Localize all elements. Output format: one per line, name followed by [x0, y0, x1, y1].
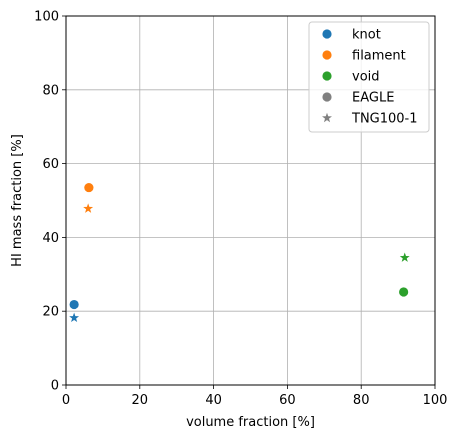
y-tick-label: 20 [42, 305, 59, 320]
legend-marker-void [322, 71, 332, 81]
data-point-knot-circle [69, 299, 79, 310]
data-point-knot-star [69, 312, 80, 323]
legend-label: filament [352, 49, 406, 64]
legend-box [308, 21, 430, 133]
data-point-filament-circle [84, 182, 94, 193]
legend-label: knot [352, 28, 381, 43]
x-tick-label: 0 [62, 393, 70, 408]
data-point-filament-star [83, 203, 94, 213]
y-tick-label: 0 [51, 379, 59, 394]
data-point-void-star [399, 252, 410, 262]
x-tick-label: 40 [205, 393, 222, 408]
x-tick-label: 60 [279, 393, 296, 408]
legend-marker-tng100-1 [322, 112, 332, 123]
x-tick-label: 20 [132, 393, 149, 408]
x-axis-label: volume fraction [%] [186, 415, 315, 430]
legend-label: void [352, 70, 380, 85]
y-axis-label: HI mass fraction [%] [10, 134, 25, 267]
x-tick-label: 100 [423, 393, 448, 408]
plot-frame [65, 15, 436, 386]
axis-ticks: 0 20 40 60 80 100 0 20 40 60 80 100 [34, 10, 447, 409]
legend-marker-filament [322, 50, 332, 60]
data-points [69, 182, 410, 323]
legend-marker-knot [322, 29, 332, 39]
y-tick-label: 60 [42, 157, 59, 172]
legend-marker-eagle [322, 92, 332, 102]
legend: knot filament void EAGLE TNG100-1 [308, 21, 430, 133]
y-tick-label: 80 [42, 83, 59, 98]
legend-label: TNG100-1 [351, 112, 418, 127]
y-tick-label: 100 [34, 10, 59, 25]
legend-label: EAGLE [352, 91, 394, 106]
data-point-void-circle [399, 287, 409, 297]
y-tick-label: 40 [42, 231, 59, 246]
x-tick-label: 80 [353, 393, 370, 408]
